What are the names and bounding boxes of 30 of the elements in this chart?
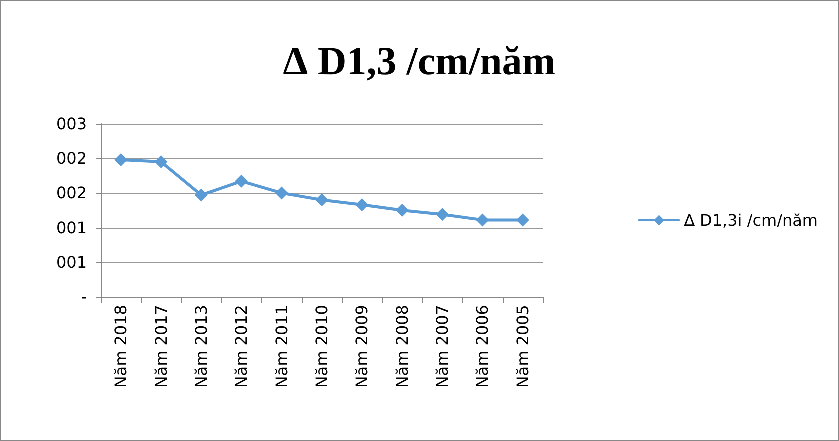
point: [516, 214, 530, 227]
point: [275, 186, 288, 200]
x-tick-label: Năm 2017: [152, 305, 171, 388]
point: [356, 198, 369, 212]
x-tick-label: Năm 2018: [112, 305, 131, 388]
y-tick-label: 001: [56, 252, 87, 272]
x-tick-label: Năm 2005: [513, 305, 532, 388]
x-tick-label: Năm 2008: [392, 305, 412, 388]
legend-label: ∆ D1,3i /cm/năm: [683, 211, 818, 230]
x-tick-label: Năm 2006: [473, 305, 492, 388]
x-tick-label: Năm 2007: [433, 305, 452, 388]
point: [436, 208, 450, 222]
y-tick-label: 001: [56, 218, 87, 238]
x-tick-label: Năm 2013: [192, 305, 211, 388]
x-tick-label: Năm 2009: [352, 305, 372, 388]
x-tick-label: Năm 2012: [232, 305, 252, 388]
point: [154, 156, 168, 169]
point: [476, 214, 490, 227]
point: [194, 188, 208, 202]
chart-title: ∆ D1,3 /cm/năm: [283, 38, 556, 84]
y-tick-label: 003: [56, 114, 87, 134]
x-tick-label: Năm 2011: [272, 305, 292, 388]
point: [235, 174, 248, 188]
x-tick-label: Năm 2010: [312, 305, 332, 388]
point: [316, 194, 328, 207]
y-tick-label: -: [81, 288, 87, 306]
y-tick-label: 002: [56, 184, 87, 203]
point: [114, 153, 128, 166]
y-tick-label: 002: [56, 149, 87, 168]
point: [396, 204, 409, 217]
